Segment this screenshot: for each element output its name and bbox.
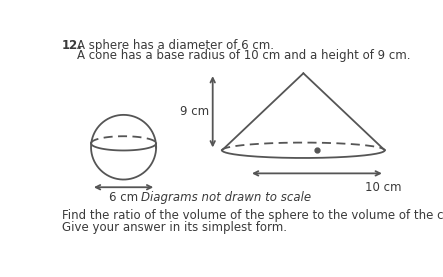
- Text: Find the ratio of the volume of the sphere to the volume of the cone.: Find the ratio of the volume of the sphe…: [62, 209, 443, 222]
- Text: A sphere has a diameter of 6 cm.: A sphere has a diameter of 6 cm.: [77, 39, 274, 52]
- Text: 10 cm: 10 cm: [365, 181, 402, 194]
- Text: 9 cm: 9 cm: [180, 105, 210, 118]
- Text: Give your answer in its simplest form.: Give your answer in its simplest form.: [62, 221, 287, 234]
- Text: 12.: 12.: [62, 39, 82, 52]
- Text: Diagrams not drawn to scale: Diagrams not drawn to scale: [141, 191, 311, 204]
- Text: A cone has a base radius of 10 cm and a height of 9 cm.: A cone has a base radius of 10 cm and a …: [77, 49, 411, 62]
- Text: 6 cm: 6 cm: [109, 191, 138, 204]
